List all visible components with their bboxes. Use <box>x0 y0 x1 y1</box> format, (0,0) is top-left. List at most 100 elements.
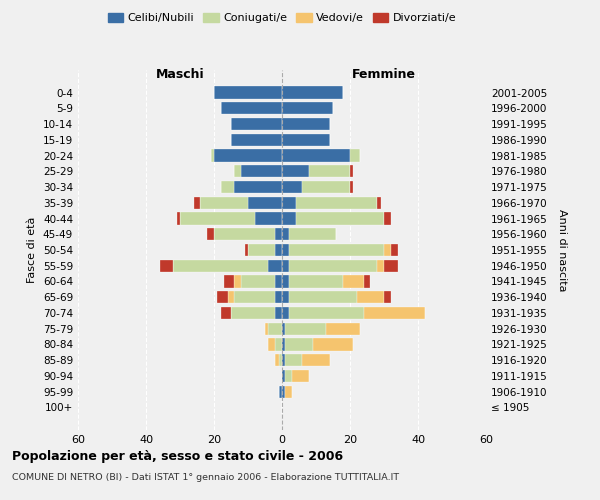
Bar <box>282 102 333 115</box>
Bar <box>282 370 286 382</box>
Bar <box>364 307 425 319</box>
Bar <box>231 307 275 319</box>
Bar <box>326 322 360 335</box>
Bar <box>282 244 289 256</box>
Bar <box>289 244 384 256</box>
Bar <box>275 354 278 366</box>
Bar <box>282 134 329 146</box>
Bar <box>224 276 235 287</box>
Bar <box>286 386 292 398</box>
Bar <box>286 354 302 366</box>
Bar <box>313 338 353 350</box>
Bar <box>282 276 289 287</box>
Text: Maschi: Maschi <box>155 68 205 82</box>
Text: Popolazione per età, sesso e stato civile - 2006: Popolazione per età, sesso e stato civil… <box>12 450 343 463</box>
Bar <box>278 354 282 366</box>
Bar <box>211 150 214 162</box>
Bar <box>268 322 282 335</box>
Bar <box>286 322 326 335</box>
Bar <box>302 181 350 193</box>
Bar <box>235 181 282 193</box>
Bar <box>384 212 391 224</box>
Bar <box>227 291 235 304</box>
Bar <box>275 228 282 240</box>
Bar <box>289 228 337 240</box>
Bar <box>194 196 200 209</box>
Bar <box>275 338 282 350</box>
Bar <box>282 291 289 304</box>
Bar <box>282 86 343 99</box>
Bar <box>235 291 275 304</box>
Bar <box>377 196 380 209</box>
Bar <box>282 150 350 162</box>
Bar <box>275 244 282 256</box>
Bar <box>255 212 282 224</box>
Bar <box>282 181 302 193</box>
Bar <box>282 307 289 319</box>
Bar <box>282 212 296 224</box>
Bar <box>176 212 180 224</box>
Bar <box>180 212 255 224</box>
Bar <box>235 276 241 287</box>
Bar <box>384 291 391 304</box>
Bar <box>282 386 286 398</box>
Bar <box>296 196 377 209</box>
Bar <box>268 260 282 272</box>
Bar <box>275 276 282 287</box>
Y-axis label: Anni di nascita: Anni di nascita <box>557 209 567 291</box>
Bar <box>207 228 214 240</box>
Legend: Celibi/Nubili, Coniugati/e, Vedovi/e, Divorziati/e: Celibi/Nubili, Coniugati/e, Vedovi/e, Di… <box>103 8 461 28</box>
Bar <box>275 307 282 319</box>
Bar <box>364 276 370 287</box>
Bar <box>357 291 384 304</box>
Bar <box>350 165 353 177</box>
Bar <box>282 228 289 240</box>
Bar <box>289 307 364 319</box>
Bar <box>231 134 282 146</box>
Bar <box>275 291 282 304</box>
Bar <box>217 291 227 304</box>
Bar <box>286 338 313 350</box>
Bar <box>289 291 357 304</box>
Bar <box>214 228 275 240</box>
Bar <box>309 165 350 177</box>
Bar <box>282 118 329 130</box>
Bar <box>282 165 309 177</box>
Bar <box>235 165 241 177</box>
Bar <box>343 276 364 287</box>
Bar <box>296 212 384 224</box>
Bar <box>350 181 353 193</box>
Bar <box>282 196 296 209</box>
Bar <box>282 354 286 366</box>
Bar <box>221 307 231 319</box>
Bar <box>286 370 292 382</box>
Bar <box>248 196 282 209</box>
Bar <box>268 338 275 350</box>
Bar <box>350 150 360 162</box>
Bar <box>292 370 309 382</box>
Bar <box>241 276 275 287</box>
Bar <box>221 181 235 193</box>
Bar <box>377 260 384 272</box>
Bar <box>282 322 286 335</box>
Bar <box>289 260 377 272</box>
Text: COMUNE DI NETRO (BI) - Dati ISTAT 1° gennaio 2006 - Elaborazione TUTTITALIA.IT: COMUNE DI NETRO (BI) - Dati ISTAT 1° gen… <box>12 472 399 482</box>
Bar <box>384 260 398 272</box>
Bar <box>221 102 282 115</box>
Bar <box>384 244 391 256</box>
Bar <box>282 260 289 272</box>
Bar <box>214 86 282 99</box>
Bar <box>289 276 343 287</box>
Bar <box>278 386 282 398</box>
Y-axis label: Fasce di età: Fasce di età <box>28 217 37 283</box>
Bar <box>231 118 282 130</box>
Bar <box>241 165 282 177</box>
Bar <box>160 260 173 272</box>
Bar <box>245 244 248 256</box>
Bar <box>214 150 282 162</box>
Bar <box>248 244 275 256</box>
Bar <box>302 354 329 366</box>
Bar <box>173 260 268 272</box>
Bar <box>391 244 398 256</box>
Bar <box>200 196 248 209</box>
